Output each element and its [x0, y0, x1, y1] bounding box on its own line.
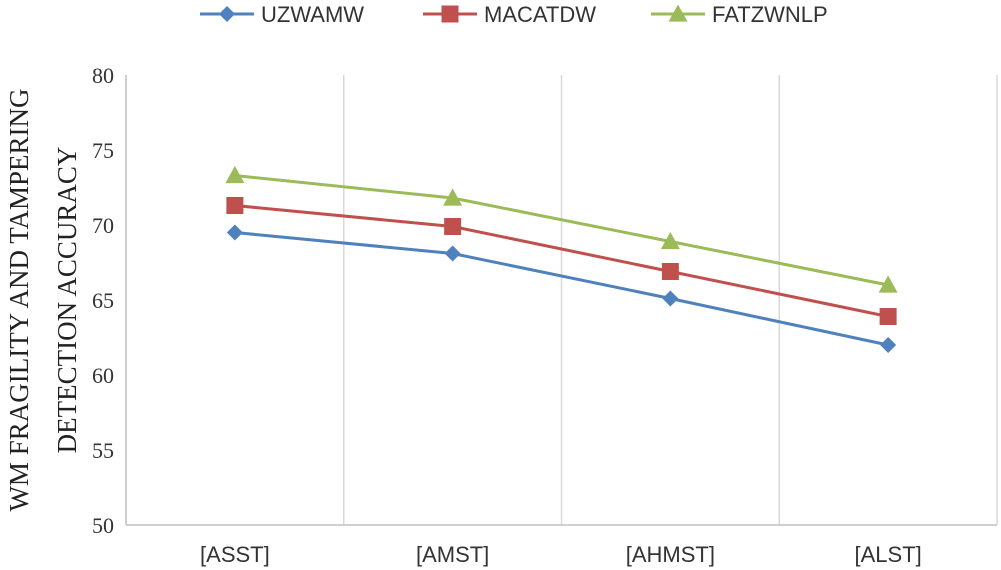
series-fatzwnlp — [225, 166, 898, 293]
data-point-fatzwnlp — [225, 166, 245, 184]
x-tick-label: [AHMST] — [626, 542, 715, 567]
series-line-fatzwnlp — [234, 174, 889, 287]
y-axis-label: WM FRAGILITY AND TAMPERING DETECTION ACC… — [4, 88, 82, 511]
data-point-uzwamw — [662, 290, 679, 307]
x-axis-ticks: [ASST] [AMST] [AHMST] [ALST] — [200, 542, 922, 567]
legend-marker-macatdw — [441, 5, 459, 23]
series-macatdw — [226, 197, 897, 325]
series-line-macatdw — [234, 204, 889, 318]
legend-label-macatdw: MACATDW — [484, 2, 596, 27]
series-line-uzwamw — [234, 231, 889, 347]
legend-label-fatzwnlp: FATZWNLP — [712, 2, 828, 27]
data-point-uzwamw — [226, 224, 243, 241]
y-tick-label: 50 — [92, 513, 114, 538]
series-uzwamw — [226, 224, 897, 353]
y-axis-label-line-1: WM FRAGILITY AND TAMPERING — [4, 88, 34, 511]
x-tick-label: [AMST] — [416, 542, 489, 567]
data-point-fatzwnlp — [878, 275, 898, 293]
x-tick-label: [ASST] — [200, 542, 270, 567]
data-point-fatzwnlp — [660, 232, 680, 250]
data-point-fatzwnlp — [443, 188, 463, 206]
axes — [125, 75, 997, 526]
data-point-macatdw — [879, 308, 897, 325]
y-tick-label: 75 — [92, 138, 114, 163]
y-tick-label: 70 — [92, 213, 114, 238]
y-tick-label: 65 — [92, 288, 114, 313]
x-tick-label: [ALST] — [855, 542, 922, 567]
data-point-macatdw — [226, 197, 244, 214]
y-tick-label: 55 — [92, 438, 114, 463]
y-axis-ticks: 50 55 60 65 70 75 80 — [92, 63, 114, 538]
data-point-macatdw — [661, 263, 679, 280]
y-tick-label: 60 — [92, 363, 114, 388]
y-tick-label: 80 — [92, 63, 114, 88]
series-group — [225, 166, 898, 353]
legend: UZWAMW MACATDW FATZWNLP — [200, 2, 828, 27]
grid — [343, 75, 998, 525]
y-axis-label-line-2: DETECTION ACCURACY — [52, 147, 82, 454]
data-point-uzwamw — [444, 245, 461, 262]
data-point-macatdw — [444, 218, 462, 235]
data-point-uzwamw — [880, 337, 897, 353]
legend-marker-uzwamw — [219, 6, 235, 22]
legend-label-uzwamw: UZWAMW — [261, 2, 364, 27]
legend-marker-fatzwnlp — [668, 4, 688, 22]
